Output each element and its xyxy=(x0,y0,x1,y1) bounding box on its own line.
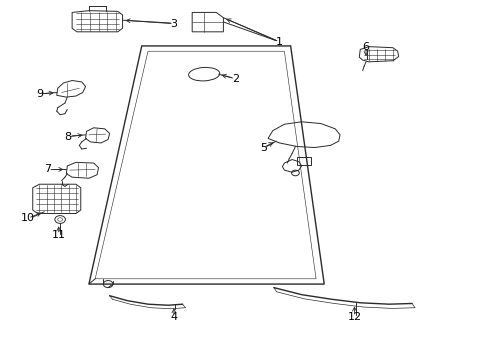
Text: 1: 1 xyxy=(276,37,283,47)
Text: 4: 4 xyxy=(171,312,177,322)
Text: 11: 11 xyxy=(51,230,66,240)
Text: 12: 12 xyxy=(347,312,362,322)
Text: 9: 9 xyxy=(36,89,43,99)
Text: 6: 6 xyxy=(363,42,369,51)
Text: 7: 7 xyxy=(45,165,51,174)
Text: 2: 2 xyxy=(232,74,239,84)
Text: 8: 8 xyxy=(65,132,72,141)
Text: 10: 10 xyxy=(21,213,35,223)
Text: 3: 3 xyxy=(171,19,177,29)
Text: 5: 5 xyxy=(260,143,267,153)
